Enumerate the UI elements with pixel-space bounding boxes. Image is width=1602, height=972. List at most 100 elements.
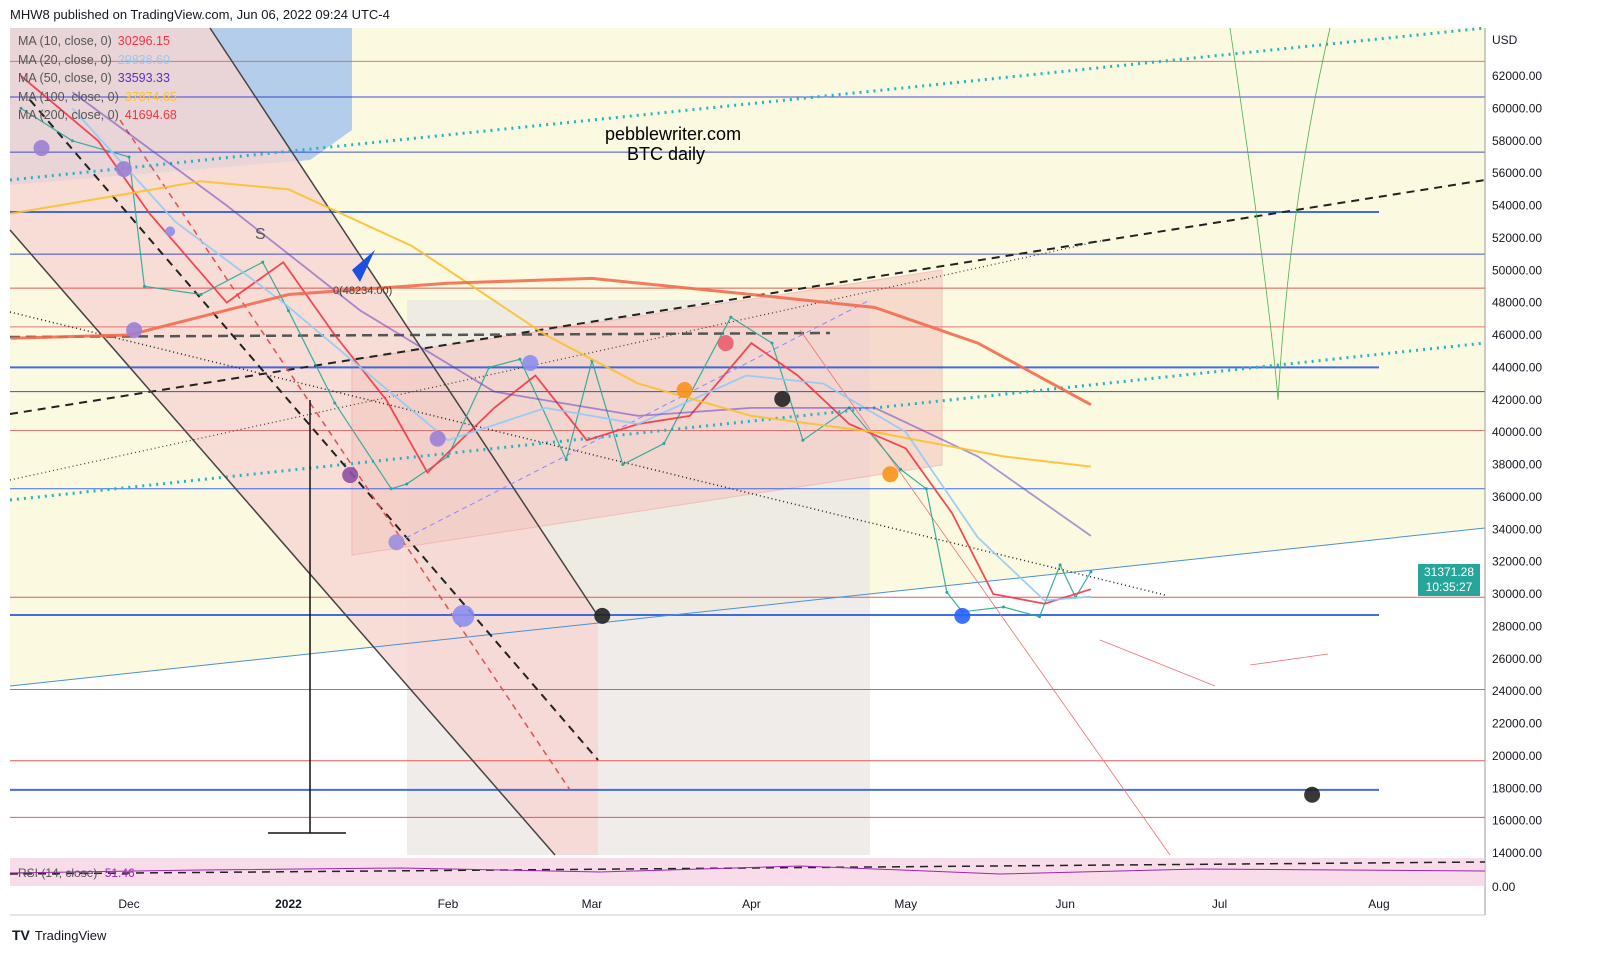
price-point <box>446 454 450 458</box>
rsi-dashed-line <box>9 861 1486 875</box>
price-tick: 40000.00 <box>1492 425 1542 439</box>
falling-channel-lower <box>9 229 556 856</box>
price-point <box>1058 563 1062 567</box>
black-dashed-trendline <box>9 179 1486 415</box>
price-point <box>261 260 265 264</box>
black-dotted-trendline <box>9 239 1106 481</box>
price-point <box>1089 570 1093 574</box>
rsi-legend: RSI (14, close) 51.46 <box>18 866 135 880</box>
price-tick: 26000.00 <box>1492 652 1542 666</box>
falling-channel-fill <box>10 28 598 855</box>
marker-dot <box>594 607 611 624</box>
price-tick: 38000.00 <box>1492 458 1542 472</box>
marker-dot <box>954 607 971 624</box>
price-tick: 56000.00 <box>1492 166 1542 180</box>
price-tick: 42000.00 <box>1492 393 1542 407</box>
legend-value: 30296.15 <box>117 34 170 48</box>
rsi-label-text: RSI (14, close) <box>18 866 98 880</box>
time-tick: Apr <box>742 897 761 911</box>
price-tick: 34000.00 <box>1492 522 1542 536</box>
time-tick: Mar <box>582 897 603 911</box>
marker-dot <box>33 140 50 157</box>
price-tick: 58000.00 <box>1492 134 1542 148</box>
price-tick: 20000.00 <box>1492 749 1542 763</box>
legend-item[interactable]: MA (20, close, 0) 29838.60 <box>18 53 170 67</box>
marker-dot <box>717 335 734 352</box>
legend-item[interactable]: MA (50, close, 0) 33593.33 <box>18 71 170 85</box>
price-point <box>924 487 928 491</box>
footer: TV TradingView <box>12 927 106 943</box>
price-point <box>405 482 409 486</box>
price-point <box>518 357 522 361</box>
marker-dot <box>882 466 899 483</box>
legend-item[interactable]: MA (100, close, 0) 37874.65 <box>18 90 177 104</box>
price-tick: 44000.00 <box>1492 360 1542 374</box>
legend-item[interactable]: MA (200, close, 0) 41694.68 <box>18 108 177 122</box>
falling-dashed-mid <box>29 99 599 761</box>
s-label: S <box>255 226 266 243</box>
time-tick: May <box>894 897 917 911</box>
marker-dot <box>1304 786 1321 803</box>
price-point <box>945 590 949 594</box>
price-tick: 46000.00 <box>1492 328 1542 342</box>
tradingview-logo-icon: TV <box>12 927 30 943</box>
ma-line-1 <box>20 75 1092 605</box>
price-tick: 48000.00 <box>1492 296 1542 310</box>
price-point <box>199 293 203 297</box>
watermark-symbol: BTC daily <box>627 144 706 164</box>
marker-dot <box>342 467 359 484</box>
price-point <box>19 106 23 110</box>
support-trendline <box>9 527 1486 687</box>
red-fan-line <box>799 329 1171 856</box>
price-tick: 50000.00 <box>1492 263 1542 277</box>
marker-dot <box>126 322 143 339</box>
price-point <box>1037 615 1041 619</box>
rsi-line <box>9 865 1486 875</box>
legend-label: MA (200, close, 0) <box>18 108 119 122</box>
marker-dot <box>429 430 446 447</box>
time-tick: Aug <box>1368 897 1389 911</box>
price-point <box>1001 605 1005 609</box>
price-tick: 54000.00 <box>1492 199 1542 213</box>
price-point <box>333 401 337 405</box>
falling-red-dashed <box>119 119 571 791</box>
publish-header: MHW8 published on TradingView.com, Jun 0… <box>10 7 390 22</box>
rsi-tick: 0.00 <box>1492 880 1516 894</box>
blue-dashed-fan <box>397 299 871 543</box>
red-short-line <box>1249 653 1329 666</box>
price-point <box>729 315 733 319</box>
footer-brand: TradingView <box>34 927 107 943</box>
time-tick: Jul <box>1212 897 1227 911</box>
last-price-label: 31371.28 10:35:27 <box>1418 564 1480 596</box>
price-point <box>286 309 290 313</box>
falling-channel-upper <box>209 27 599 617</box>
marker-dot <box>115 161 132 178</box>
legend-item[interactable]: MA (10, close, 0) 30296.15 <box>18 34 170 48</box>
time-tick: 2022 <box>275 897 302 911</box>
rsi-value: 51.46 <box>104 866 135 880</box>
marker-dot <box>676 382 693 399</box>
ma-line-5 <box>10 276 1092 407</box>
price-tick: 18000.00 <box>1492 781 1542 795</box>
price-tick: 24000.00 <box>1492 684 1542 698</box>
price-point <box>899 467 903 471</box>
time-tick: Dec <box>118 897 139 911</box>
price-tick: 30000.00 <box>1492 587 1542 601</box>
legend-label: MA (50, close, 0) <box>18 71 112 85</box>
blue-arrow-icon <box>352 250 375 282</box>
marker-dot <box>388 534 405 551</box>
marker-dot <box>774 390 791 407</box>
legend-value: 29838.60 <box>117 52 170 67</box>
price-tick: 52000.00 <box>1492 231 1542 245</box>
legend-label: MA (100, close, 0) <box>18 89 119 104</box>
price-tick: 62000.00 <box>1492 69 1542 83</box>
price-point <box>621 463 625 467</box>
bar-countdown: 10:35:27 <box>1425 580 1473 594</box>
time-tick: Feb <box>438 897 459 911</box>
ma-line-2 <box>71 107 1091 602</box>
red-short-line <box>1099 639 1216 687</box>
price-point <box>770 341 774 345</box>
price-tick: 14000.00 <box>1492 846 1542 860</box>
ma-line-3 <box>71 91 1092 537</box>
